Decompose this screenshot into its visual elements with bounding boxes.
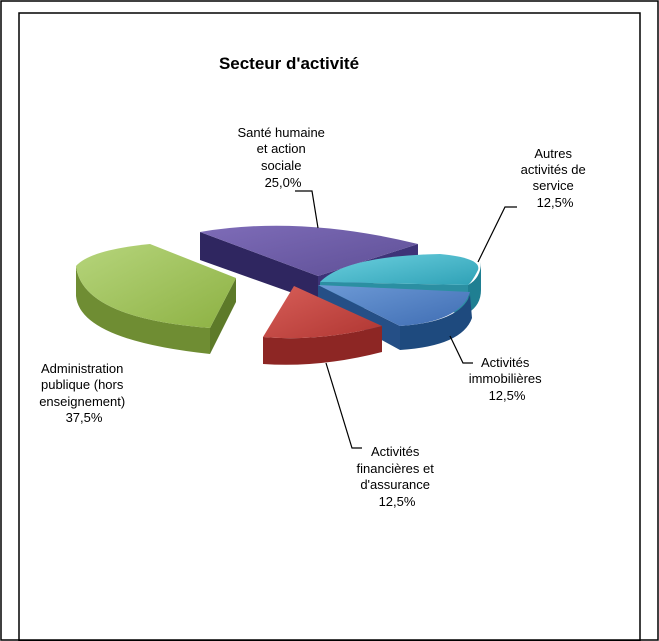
leader-line-sante: [295, 190, 319, 229]
slice-activites-financieres: [263, 286, 382, 365]
label-autres: Autres activités de service 12,5%: [521, 146, 590, 210]
label-administration: Administration publique (hors enseigneme…: [39, 361, 129, 425]
leader-line-financieres: [325, 362, 362, 449]
leader-line-immobilieres: [449, 335, 473, 364]
label-financieres: Activités financières et d'assurance 12,…: [357, 444, 438, 509]
label-sante: Santé humaine et action sociale 25,0%: [237, 125, 328, 190]
leader-line-autres: [477, 206, 517, 263]
chart-title: Secteur d'activité: [219, 54, 359, 73]
label-immobilieres: Activités immobilières 12,5%: [469, 355, 546, 403]
slice-administration-publique: [76, 244, 236, 354]
chart-area-border: [18, 12, 641, 641]
